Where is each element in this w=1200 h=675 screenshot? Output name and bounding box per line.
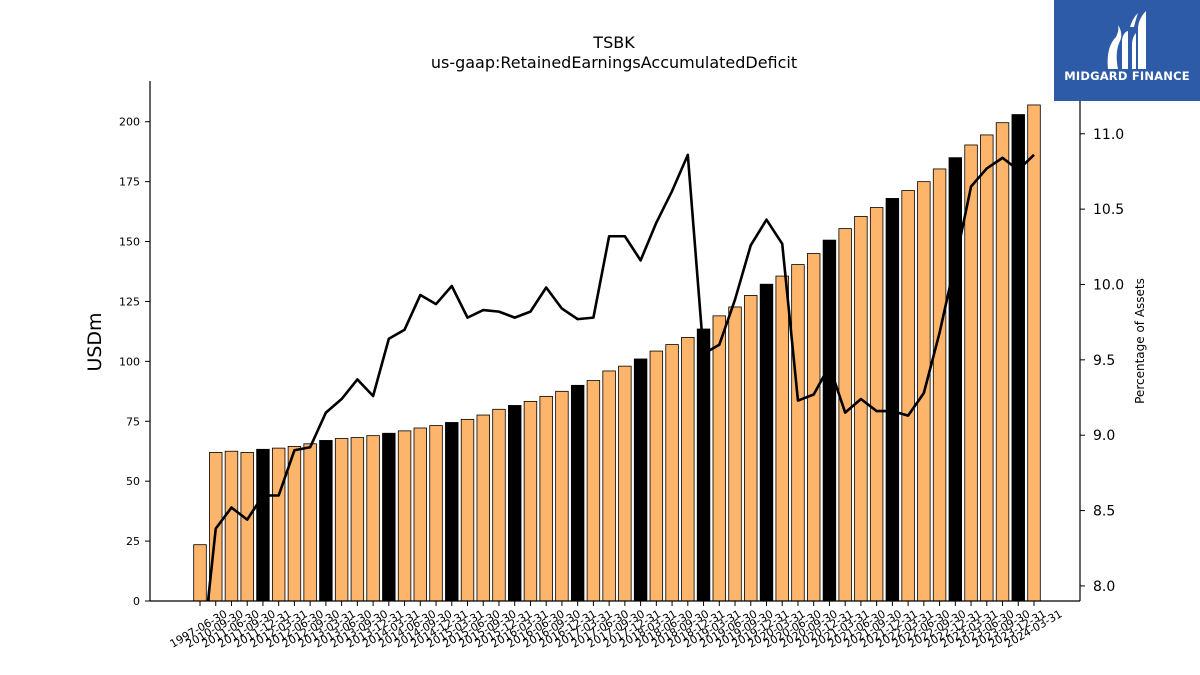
bar (838, 228, 852, 602)
midgard-logo-icon (1107, 11, 1146, 69)
bar (555, 390, 569, 602)
bar (948, 157, 963, 602)
bar (382, 432, 396, 602)
bar (586, 380, 601, 602)
bar (539, 395, 553, 602)
bar (807, 253, 821, 602)
bar (397, 430, 412, 602)
bar (980, 134, 994, 602)
series-line (206, 153, 1035, 601)
bar (854, 215, 868, 602)
bar (350, 437, 365, 602)
bar (681, 337, 695, 602)
y-tick-label: 125 (119, 295, 140, 308)
chart-title: TSBK (592, 33, 635, 52)
bar (633, 358, 648, 602)
y-tick-label: 75 (126, 415, 140, 428)
bar (744, 295, 758, 602)
bar (728, 306, 742, 602)
bar (570, 384, 585, 602)
bar (932, 168, 947, 602)
y-tick-label: 150 (119, 236, 140, 249)
y-tick-label: 50 (126, 475, 140, 488)
y2-tick-label: 9.0 (1093, 428, 1115, 444)
y2-tick-label: 11.0 (1093, 127, 1124, 143)
bar (319, 440, 333, 602)
bar (995, 122, 1010, 602)
bar (429, 425, 443, 602)
bar (271, 447, 286, 602)
brand-name: MIDGARD FINANCE (1064, 69, 1190, 83)
y2-tick-label: 8.5 (1093, 504, 1115, 520)
bar (759, 283, 774, 602)
bar (885, 198, 900, 602)
bar (775, 275, 789, 602)
bar (193, 544, 207, 602)
bars-layer (193, 104, 1041, 602)
y2-tick-label: 10.5 (1093, 202, 1124, 218)
bar (791, 264, 805, 602)
bar (602, 370, 616, 602)
bar (523, 400, 538, 602)
bar (712, 315, 726, 602)
y2-tick-label: 8.0 (1093, 579, 1115, 595)
bar (224, 450, 239, 602)
y-tick-label: 175 (119, 176, 140, 189)
brand-logo: MIDGARD FINANCE (1054, 0, 1200, 101)
bar (492, 408, 506, 602)
bar (256, 448, 270, 602)
bar (303, 443, 317, 602)
chart-subtitle: us-gaap:RetainedEarningsAccumulatedDefic… (431, 53, 797, 72)
bar (366, 435, 380, 602)
bar (618, 365, 632, 602)
bar (476, 414, 490, 602)
bar (334, 438, 349, 602)
bar (901, 190, 915, 602)
bar (696, 328, 711, 602)
bar (822, 239, 837, 602)
bar (240, 452, 254, 602)
line-layer (206, 153, 1035, 601)
axes-layer: 0 25 50 75 100 125 150 175 200 8.0 8.5 9.0 9.5 10.0 10… (119, 81, 1124, 651)
bar (460, 418, 475, 602)
y-tick-label: 25 (126, 535, 140, 548)
y-tick-label: 100 (119, 355, 140, 368)
bar (869, 207, 884, 602)
bar (508, 405, 522, 602)
bar (445, 422, 459, 602)
bar (649, 350, 664, 602)
bar (413, 427, 428, 602)
y-tick-label: 200 (119, 116, 140, 129)
y2-tick-label: 9.5 (1093, 353, 1115, 369)
y-axis-label: USDm (84, 312, 106, 371)
y2-tick-label: 10.0 (1093, 277, 1124, 293)
y2-axis-label: Percentage of Assets (1133, 278, 1147, 404)
bar (1011, 114, 1025, 602)
bar (1027, 104, 1041, 602)
y-tick-label: 0 (133, 595, 140, 608)
bar (665, 344, 679, 602)
bar (287, 446, 302, 602)
